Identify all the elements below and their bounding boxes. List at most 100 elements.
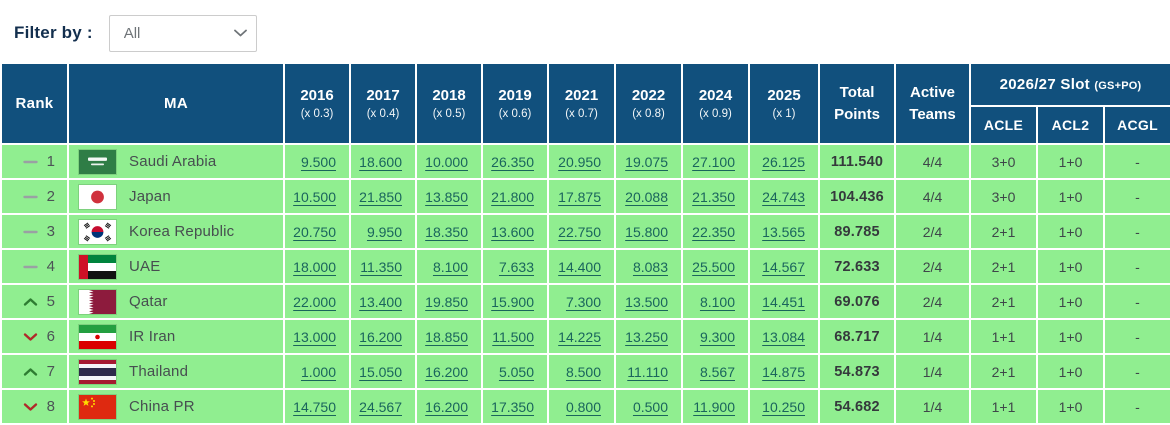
year-points-cell-2025: 10.250: [748, 388, 820, 425]
year-points-link[interactable]: 13.500: [625, 293, 668, 310]
year-points-link[interactable]: 24.743: [762, 188, 805, 205]
ma-name: Thailand: [129, 363, 189, 380]
year-points-link[interactable]: 18.350: [425, 223, 468, 240]
year-points-cell-2019: 7.633: [481, 248, 549, 285]
year-points-cell-2016: 20.750: [283, 213, 351, 250]
year-points-link[interactable]: 13.084: [762, 328, 805, 345]
table-row: 2 Japan 10.500 21.850 13.850 21.800 17.875 20.0…: [0, 178, 1170, 215]
year-points-link[interactable]: 27.100: [692, 153, 735, 170]
year-points-link[interactable]: 19.850: [425, 293, 468, 310]
year-points-link[interactable]: 8.567: [699, 363, 735, 380]
ma-cell: Thailand: [67, 353, 285, 390]
year-points-link[interactable]: 0.800: [565, 398, 601, 415]
active-teams-cell: 2/4: [894, 283, 971, 320]
rank-number: 3: [46, 223, 55, 240]
year-points-cell-2017: 24.567: [349, 388, 417, 425]
year-points-link[interactable]: 16.200: [425, 398, 468, 415]
year-points-link[interactable]: 9.300: [699, 328, 735, 345]
year-points-link[interactable]: 26.350: [491, 153, 534, 170]
year-points-link[interactable]: 24.567: [359, 398, 402, 415]
year-points-cell-2019: 15.900: [481, 283, 549, 320]
table-row: 7 Thailand 1.000 15.050 16.200 5.050 8.500 11.1…: [0, 353, 1170, 390]
year-points-link[interactable]: 1.000: [300, 363, 336, 380]
year-points-cell-2021: 22.750: [547, 213, 616, 250]
header-total-points: Total Points: [818, 62, 896, 145]
year-points-link[interactable]: 10.000: [425, 153, 468, 170]
year-points-link[interactable]: 8.100: [699, 293, 735, 310]
year-points-link[interactable]: 21.850: [359, 188, 402, 205]
year-points-link[interactable]: 17.350: [491, 398, 534, 415]
year-points-link[interactable]: 15.800: [625, 223, 668, 240]
year-points-link[interactable]: 26.125: [762, 153, 805, 170]
year-points-link[interactable]: 11.900: [693, 398, 735, 415]
year-points-link[interactable]: 20.088: [625, 188, 668, 205]
year-points-link[interactable]: 14.750: [293, 398, 336, 415]
year-points-link[interactable]: 7.633: [498, 258, 534, 275]
year-points-link[interactable]: 10.500: [293, 188, 336, 205]
year-points-link[interactable]: 19.075: [625, 153, 668, 170]
year-points-link[interactable]: 18.000: [293, 258, 336, 275]
year-points-link[interactable]: 18.600: [359, 153, 402, 170]
year-points-link[interactable]: 25.500: [692, 258, 735, 275]
year-points-link[interactable]: 11.500: [492, 328, 534, 345]
filter-select[interactable]: All: [108, 14, 257, 52]
total-points-cell: 68.717: [818, 318, 896, 355]
year-points-link[interactable]: 8.100: [432, 258, 468, 275]
year-points-link[interactable]: 13.000: [293, 328, 336, 345]
year-points-cell-2022: 20.088: [614, 178, 683, 215]
year-points-link[interactable]: 9.950: [366, 223, 402, 240]
flag-thailand-icon: [79, 359, 116, 384]
year-points-cell-2018: 16.200: [415, 353, 483, 390]
year-points-link[interactable]: 7.300: [565, 293, 601, 310]
year-points-link[interactable]: 16.200: [425, 363, 468, 380]
year-points-link[interactable]: 15.900: [491, 293, 534, 310]
year-points-link[interactable]: 14.451: [762, 293, 805, 310]
year-points-cell-2022: 0.500: [614, 388, 683, 425]
year-points-link[interactable]: 15.050: [359, 363, 402, 380]
year-points-link[interactable]: 18.850: [425, 328, 468, 345]
rank-cell: 6: [0, 318, 69, 355]
year-points-cell-2016: 10.500: [283, 178, 351, 215]
year-points-cell-2019: 26.350: [481, 143, 549, 180]
year-points-link[interactable]: 22.350: [692, 223, 735, 240]
slot-acl2-cell: 1+0: [1036, 248, 1105, 285]
year-points-link[interactable]: 16.200: [359, 328, 402, 345]
year-points-link[interactable]: 21.350: [692, 188, 735, 205]
year-points-link[interactable]: 13.250: [625, 328, 668, 345]
year-points-cell-2022: 11.110: [614, 353, 683, 390]
ma-cell: Japan: [67, 178, 285, 215]
year-points-link[interactable]: 11.110: [627, 363, 668, 380]
year-points-link[interactable]: 14.875: [762, 363, 805, 380]
rank-cell: 3: [0, 213, 69, 250]
year-points-link[interactable]: 9.500: [300, 153, 336, 170]
year-points-link[interactable]: 13.565: [762, 223, 805, 240]
year-points-link[interactable]: 22.750: [558, 223, 601, 240]
year-points-link[interactable]: 14.225: [558, 328, 601, 345]
active-teams-cell: 2/4: [894, 213, 971, 250]
year-points-link[interactable]: 20.950: [558, 153, 601, 170]
year-points-link[interactable]: 0.500: [632, 398, 668, 415]
year-points-link[interactable]: 8.083: [632, 258, 668, 275]
year-points-link[interactable]: 14.567: [762, 258, 805, 275]
year-points-link[interactable]: 20.750: [293, 223, 336, 240]
rank-up-icon: [23, 297, 38, 307]
flag-ir-iran-icon: [79, 324, 116, 349]
year-points-link[interactable]: 13.850: [425, 188, 468, 205]
year-points-link[interactable]: 10.250: [762, 398, 805, 415]
year-points-link[interactable]: 14.400: [558, 258, 601, 275]
total-points-cell: 69.076: [818, 283, 896, 320]
year-points-link[interactable]: 22.000: [293, 293, 336, 310]
year-points-cell-2019: 21.800: [481, 178, 549, 215]
year-points-link[interactable]: 21.800: [491, 188, 534, 205]
rank-number: 6: [46, 328, 55, 345]
year-points-link[interactable]: 17.875: [558, 188, 601, 205]
year-points-link[interactable]: 13.600: [491, 223, 534, 240]
year-points-link[interactable]: 13.400: [359, 293, 402, 310]
total-points-cell: 111.540: [818, 143, 896, 180]
year-points-link[interactable]: 11.350: [360, 258, 402, 275]
ma-cell: IR Iran: [67, 318, 285, 355]
header-year-2017: 2017 (x 0.4): [349, 62, 417, 145]
year-points-link[interactable]: 8.500: [565, 363, 601, 380]
year-points-link[interactable]: 5.050: [498, 363, 534, 380]
year-points-cell-2022: 13.250: [614, 318, 683, 355]
